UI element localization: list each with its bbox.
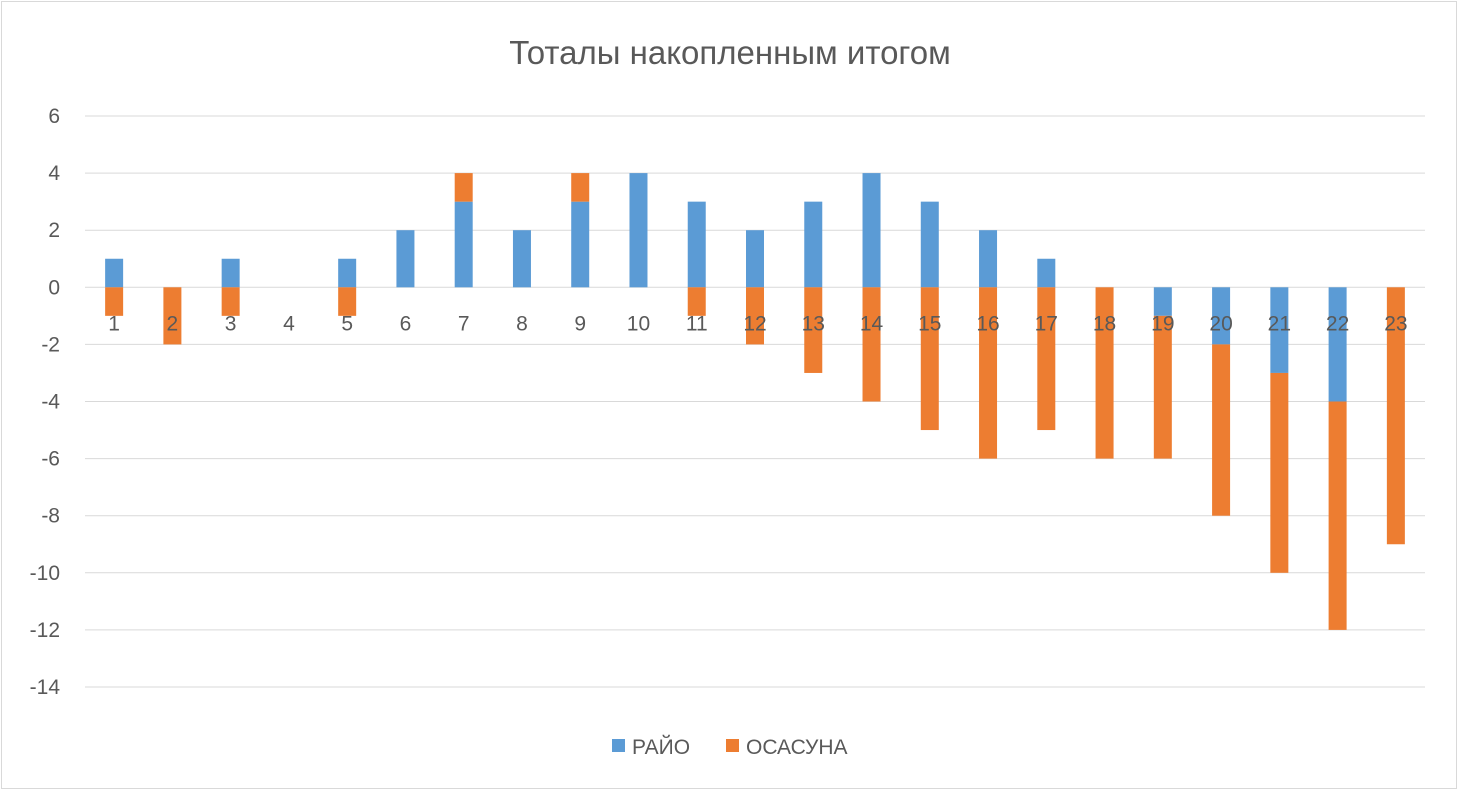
bar-osasuna <box>687 287 706 316</box>
x-tick-label: 13 <box>802 312 825 335</box>
bar-rayo <box>396 230 415 288</box>
x-tick-label: 5 <box>341 312 353 335</box>
bar-rayo <box>571 201 590 288</box>
y-tick-label: -12 <box>30 619 60 642</box>
y-tick-label: -2 <box>41 333 60 356</box>
x-tick-label: 11 <box>686 312 708 335</box>
bar-osasuna <box>979 287 998 459</box>
bar-rayo <box>1212 287 1231 345</box>
y-tick-label: -4 <box>41 391 60 414</box>
legend-label-osasuna: ОСАСУНА <box>746 736 848 759</box>
bar-osasuna <box>1153 315 1172 459</box>
bar-osasuna <box>163 287 182 345</box>
y-tick-label: 6 <box>48 105 60 128</box>
x-tick-label: 3 <box>225 312 237 335</box>
chart-title: Тоталы накопленным итогом <box>509 34 951 71</box>
x-tick-label: 15 <box>918 312 941 335</box>
bar-osasuna <box>1328 401 1347 630</box>
y-axis-ticks: 6 4 2 0 -2 -4 -6 -8 -10 -12 -14 <box>30 105 61 699</box>
x-tick-label: 20 <box>1209 312 1232 335</box>
bar-rayo <box>338 258 357 288</box>
bar-rayo <box>804 201 823 288</box>
y-tick-label: 4 <box>48 162 60 185</box>
y-tick-label: 2 <box>48 219 60 242</box>
bar-osasuna <box>746 287 764 345</box>
bar-osasuna <box>1270 372 1289 573</box>
x-tick-label: 19 <box>1151 312 1174 335</box>
x-tick-label: 9 <box>574 312 586 335</box>
y-tick-label: -10 <box>30 562 60 585</box>
bar-osasuna <box>105 287 124 316</box>
gridlines <box>85 115 1425 688</box>
bar-rayo <box>454 201 473 288</box>
bar-rayo <box>1270 287 1289 373</box>
bar-rayo <box>746 230 764 288</box>
legend-swatch-osasuna <box>726 739 739 752</box>
x-tick-label: 1 <box>108 312 120 335</box>
y-tick-label: -14 <box>30 676 61 699</box>
bar-osasuna <box>221 287 240 316</box>
bar-osasuna <box>1095 287 1114 459</box>
x-tick-label: 14 <box>860 312 884 335</box>
bar-osasuna <box>571 173 590 202</box>
x-tick-label: 6 <box>400 312 412 335</box>
x-tick-label: 4 <box>283 312 295 335</box>
x-tick-label: 8 <box>516 312 528 335</box>
bar-rayo <box>862 173 881 288</box>
bar-osasuna <box>1037 287 1056 431</box>
x-axis-ticks: 1 2 3 4 5 6 7 8 9 10 11 12 13 14 15 16 17 18 19 20 21 22 23 <box>108 312 1407 335</box>
x-tick-label: 12 <box>743 312 766 335</box>
bar-rayo <box>1037 258 1056 288</box>
x-tick-label: 7 <box>458 312 470 335</box>
bar-osasuna <box>1212 344 1231 516</box>
legend: РАЙО ОСАСУНА <box>612 735 848 759</box>
bar-osasuna <box>454 173 473 202</box>
bar-osasuna <box>804 287 823 373</box>
bar-osasuna <box>862 287 881 402</box>
legend-label-rayo: РАЙО <box>632 735 690 759</box>
x-tick-label: 16 <box>976 312 999 335</box>
x-tick-label: 17 <box>1035 312 1058 335</box>
x-tick-label: 23 <box>1384 312 1407 335</box>
bar-rayo <box>221 258 240 288</box>
y-tick-label: -8 <box>41 505 60 528</box>
bar-osasuna <box>338 287 357 316</box>
bar-rayo <box>1328 287 1347 402</box>
x-tick-label: 2 <box>167 312 179 335</box>
bar-osasuna <box>1386 287 1405 545</box>
bar-rayo <box>687 201 706 288</box>
bar-rayo <box>920 201 939 288</box>
x-tick-label: 18 <box>1093 312 1116 335</box>
y-tick-label: 0 <box>48 276 60 299</box>
bar-rayo <box>629 173 648 288</box>
legend-swatch-rayo <box>612 739 625 752</box>
y-tick-label: -6 <box>41 448 60 471</box>
bar-osasuna <box>920 287 939 431</box>
bars <box>105 173 1405 630</box>
bar-rayo <box>512 230 531 288</box>
bar-rayo <box>979 230 998 288</box>
x-tick-label: 21 <box>1268 312 1291 335</box>
x-tick-label: 22 <box>1326 312 1349 335</box>
x-tick-label: 10 <box>627 312 650 335</box>
bar-rayo <box>105 258 124 288</box>
bar-rayo <box>1153 287 1172 316</box>
